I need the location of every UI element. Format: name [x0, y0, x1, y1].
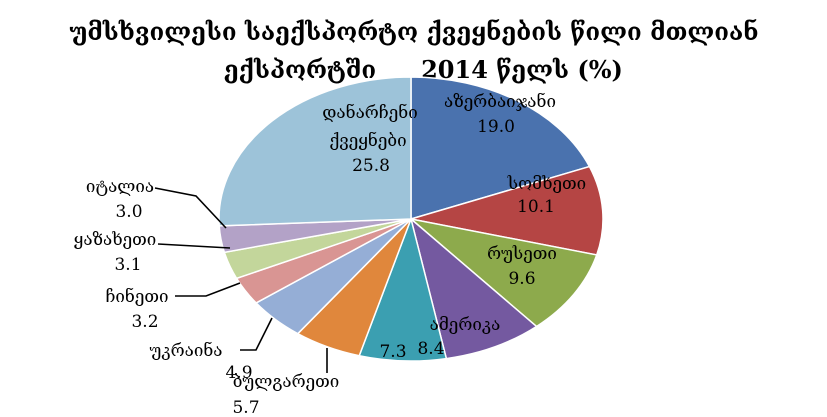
slice-label-rest-name-line2: ქვეყნები [329, 131, 406, 151]
slice-label-azerbaijan-value: 19.0 [477, 117, 515, 137]
slice-label-ukraine-name: უკრაინა [150, 341, 223, 361]
slice-label-russia-value: 9.6 [508, 269, 535, 289]
slice-label-ukraine-value: 4.9 [225, 363, 252, 383]
slice-label-china-name: ჩინეთი [105, 287, 168, 307]
slice-label-china-value: 3.2 [131, 312, 158, 332]
pie-slice-10 [218, 76, 412, 227]
slice-label-bulgaria-name: ბულგარეთი [233, 372, 340, 392]
slice-label-armenia-name: სომხეთი [507, 174, 586, 194]
leader-line-china [175, 282, 241, 297]
slice-label-russia-name: რუსეთი [487, 244, 557, 264]
slice-label-azerbaijan-name: აზერბაიჯანი [444, 92, 556, 112]
slice-label-italy-name: იტალია [86, 177, 154, 197]
leader-line-ukraine [240, 317, 273, 351]
leader-line-kazakhstan [157, 243, 231, 249]
slice-label-america-name: ამერიკა [430, 315, 501, 335]
leader-lines [154, 187, 328, 373]
slice-label-america-value: 8.4 [417, 339, 444, 359]
slice-label-rest-name-line1: დანარჩენი [322, 103, 417, 123]
slice-label-rest-value: 25.8 [352, 156, 390, 176]
slice-label-italy-value: 3.0 [115, 202, 142, 222]
pie-slice-2 [408, 217, 598, 328]
pie-slices [218, 76, 604, 362]
chart-title-line-2b: 2014 წელს (%) [421, 55, 623, 84]
slice-labels: აზერბაიჯანი 19.0 სომხეთი 10.1 რუსეთი 9.6… [74, 92, 587, 417]
pie-slice-1 [410, 165, 604, 256]
leader-line-italy [154, 187, 227, 229]
pie-slice-0 [410, 76, 591, 221]
chart-title-line-1: უმსხვილესი საექსპორტო ქვეყნების წილი მთლ… [69, 17, 758, 46]
pie-slice-3 [409, 216, 538, 360]
slice-label-kazakhstan-value: 3.1 [114, 255, 141, 275]
slice-label-bulgaria-value: 5.7 [232, 398, 259, 417]
slice-label-kazakhstan-name: ყაზახეთი [74, 230, 157, 250]
slice-label-armenia-value: 10.1 [517, 197, 555, 217]
chart-title: უმსხვილესი საექსპორტო ქვეყნების წილი მთლ… [69, 17, 758, 84]
slice-label-turkey-value: 7.3 [379, 342, 406, 362]
chart-title-line-2a: ექსპორტში [224, 55, 376, 84]
